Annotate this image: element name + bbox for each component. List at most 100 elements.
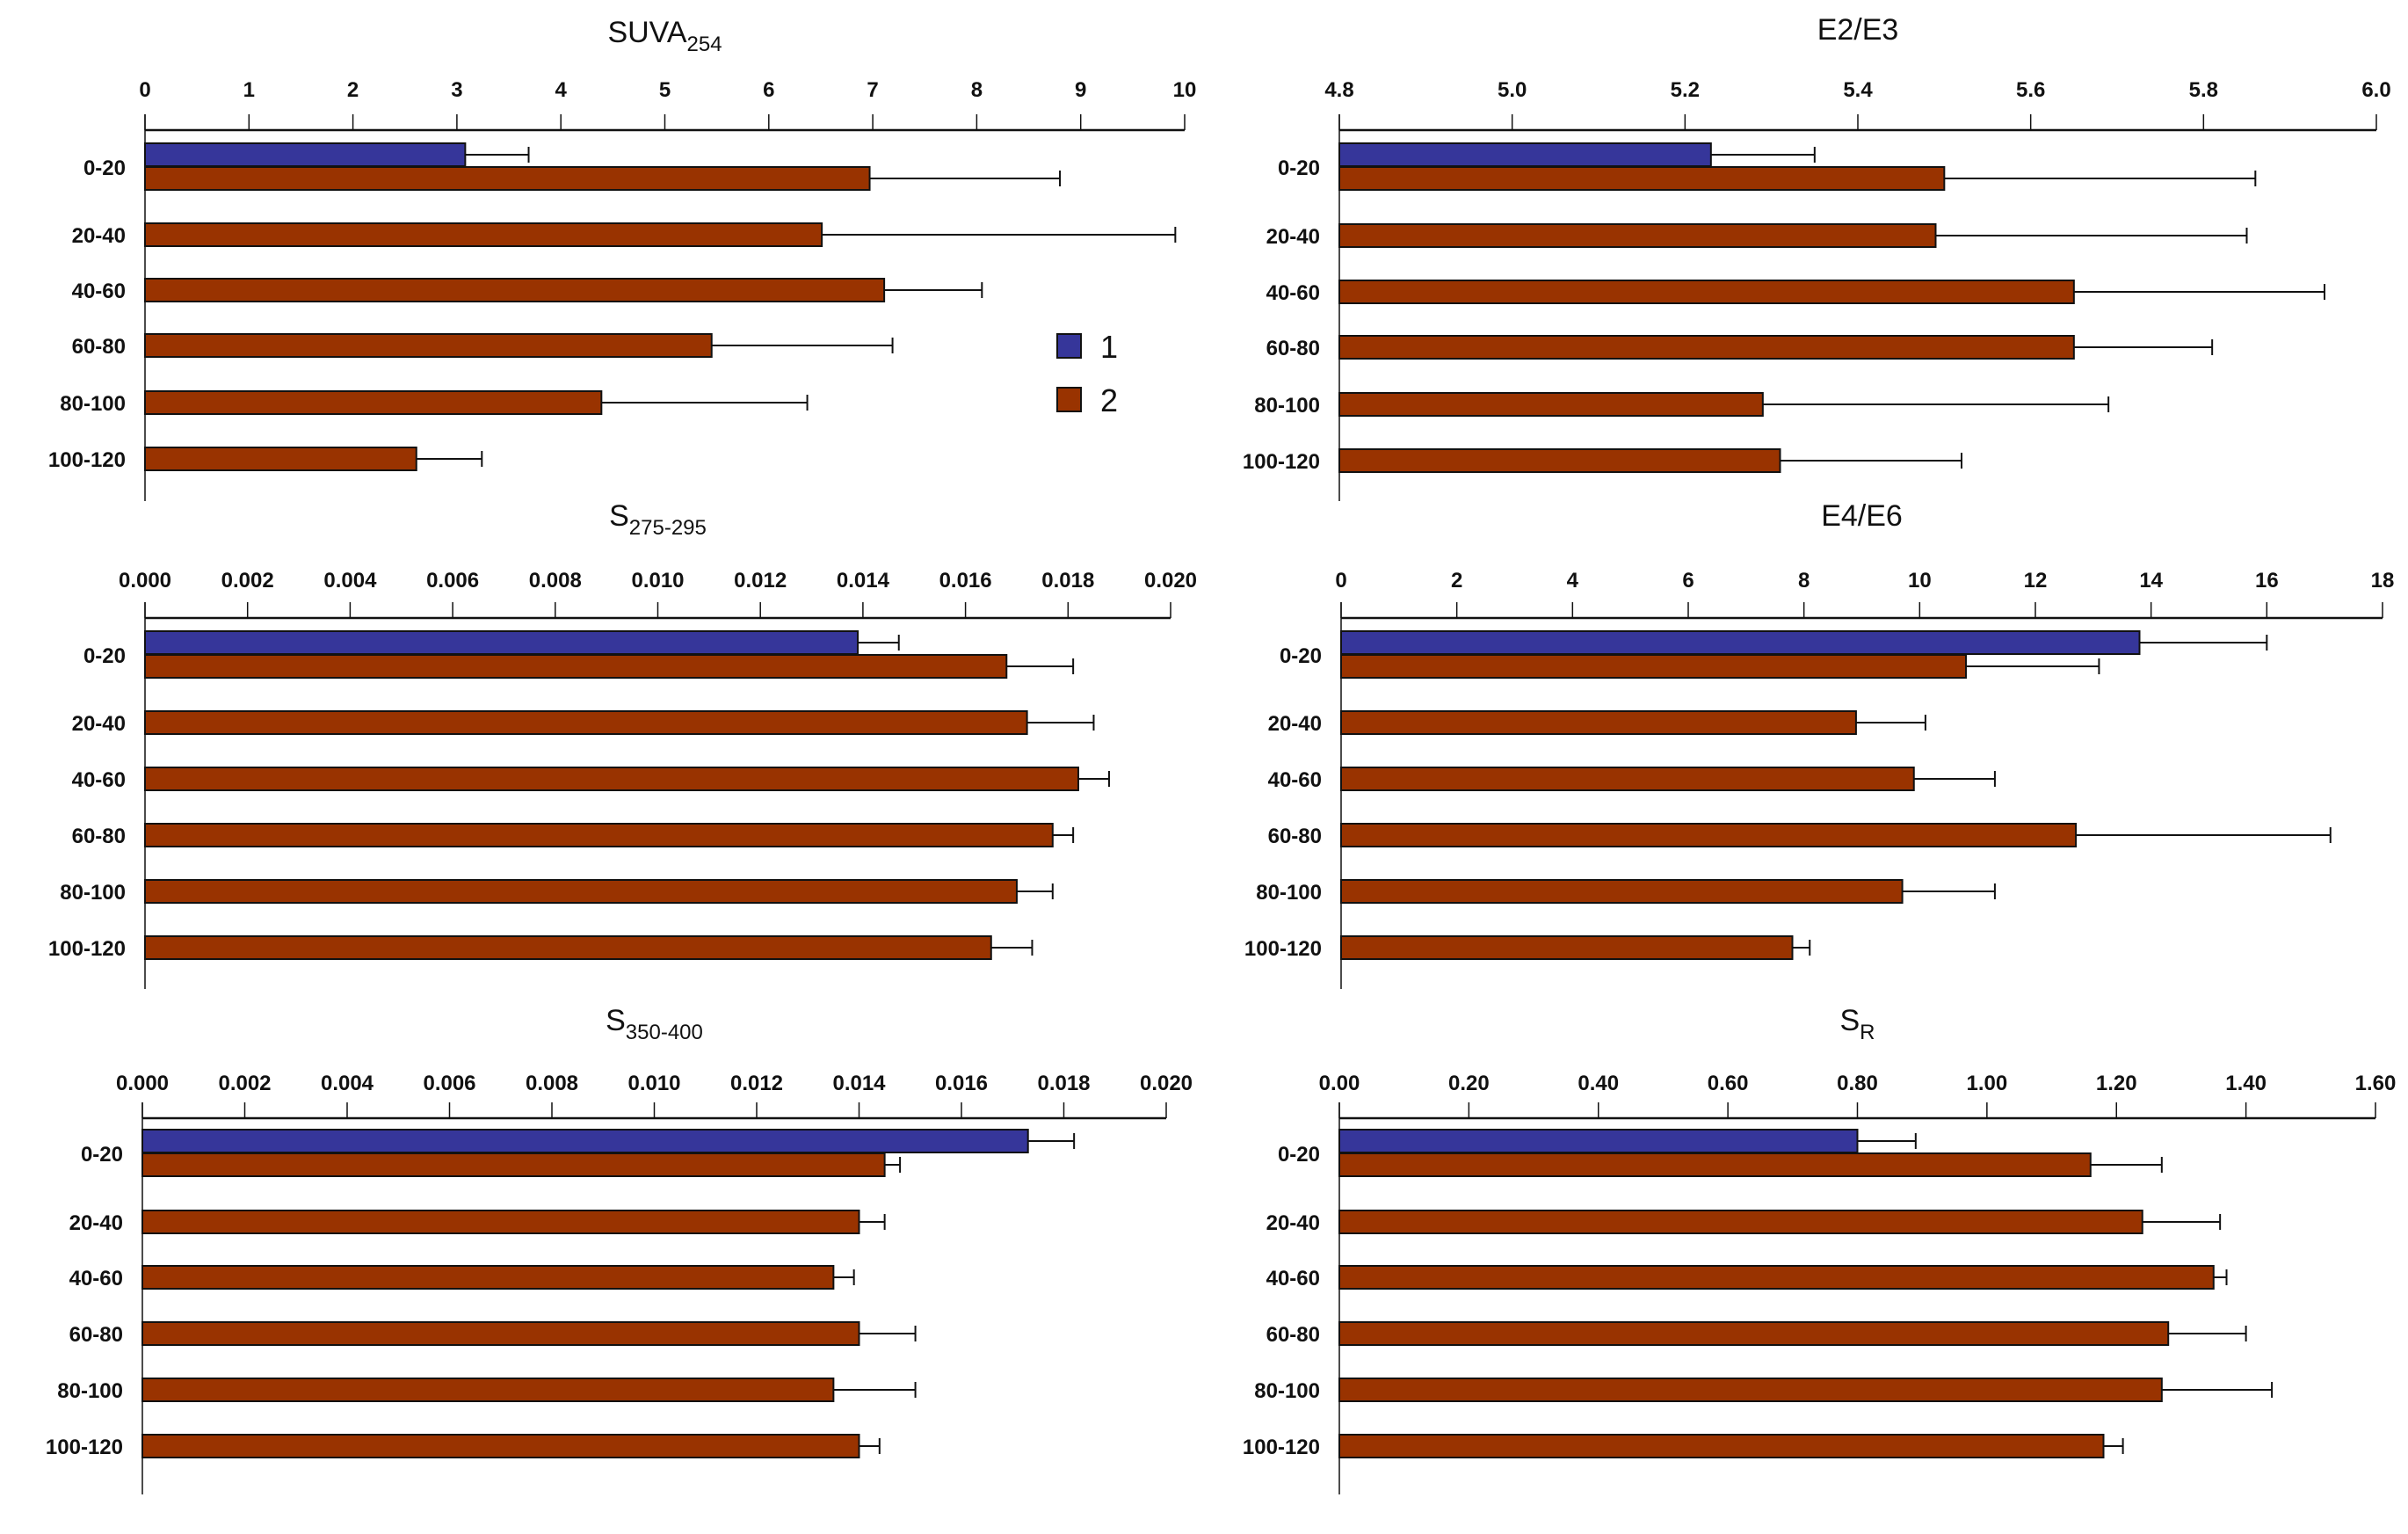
bar-series-2 <box>1338 1210 2143 1234</box>
x-tick-label: 5.6 <box>2016 78 2045 102</box>
y-category-label: 20-40 <box>1266 1211 1320 1235</box>
bar-series-2 <box>1338 1321 2170 1346</box>
x-tick-label: 0 <box>139 78 150 102</box>
y-category-label: 0-20 <box>83 156 126 180</box>
y-category-label: 40-60 <box>72 768 126 792</box>
bar-series-2 <box>144 447 417 471</box>
x-tick-label: 5.2 <box>1671 78 1700 102</box>
y-category-label: 100-120 <box>48 937 126 961</box>
x-tick-label: 0.016 <box>935 1072 988 1095</box>
legend-swatch-1 <box>1056 333 1082 359</box>
chart-title: S275-295 <box>609 499 707 540</box>
bar-series-2 <box>141 1265 835 1290</box>
bar-series-2 <box>144 710 1028 735</box>
chart-title-main: E2/E3 <box>1817 13 1899 47</box>
bar-series-2 <box>1338 1152 2092 1177</box>
chart-title: SR <box>1839 1004 1875 1044</box>
y-category-label: 80-100 <box>1254 1379 1320 1403</box>
x-tick-label: 5.8 <box>2189 78 2218 102</box>
y-category-label: 0-20 <box>1278 156 1320 180</box>
y-category-label: 20-40 <box>1268 712 1322 736</box>
y-category-label: 0-20 <box>1280 644 1322 668</box>
x-tick-label: 0.006 <box>423 1072 475 1095</box>
chart-title-subscript: 275-295 <box>629 516 707 540</box>
x-tick-label: 0.40 <box>1578 1072 1619 1095</box>
x-tick-label: 0.018 <box>1037 1072 1090 1095</box>
y-category-label: 100-120 <box>1243 450 1320 474</box>
bar-series-2 <box>141 1152 886 1177</box>
chart-panel-5: S350-400 0.000 0.002 0.004 0.006 0.008 0.010 0.… <box>46 1004 1193 1494</box>
legend: 1 2 <box>1056 329 1118 418</box>
bar-series-2 <box>144 935 992 960</box>
x-tick-label: 0.014 <box>837 569 890 593</box>
y-category-label: 100-120 <box>1244 937 1322 961</box>
chart-panel-3: S275-295 0.000 0.002 0.004 0.006 0.008 0.010 0.… <box>48 499 1197 989</box>
x-tick-label: 8 <box>1798 569 1810 593</box>
y-category-label: 40-60 <box>1266 281 1320 305</box>
x-tick-label: 1.20 <box>2096 1072 2137 1095</box>
y-category-label: 100-120 <box>46 1436 123 1459</box>
x-tick-label: 1.40 <box>2225 1072 2267 1095</box>
y-category-label: 0-20 <box>1278 1143 1320 1167</box>
x-tick-label: 0.006 <box>426 569 479 593</box>
y-category-label: 60-80 <box>72 335 126 359</box>
bar-series-2 <box>1340 823 2078 847</box>
legend-label-2: 2 <box>1100 382 1118 418</box>
x-tick-label: 2 <box>347 78 359 102</box>
chart-title-main: E4/E6 <box>1821 499 1903 533</box>
x-tick-label: 8 <box>971 78 983 102</box>
bar-series-2 <box>1338 448 1781 473</box>
x-tick-label: 3 <box>451 78 462 102</box>
bar-series-2 <box>1338 280 2075 304</box>
bar-series-2 <box>144 278 886 302</box>
x-tick-label: 0.008 <box>529 569 582 593</box>
x-tick-label: 0.020 <box>1140 1072 1193 1095</box>
x-tick-label: 0.004 <box>323 569 377 593</box>
bar-series-2 <box>1338 223 1937 248</box>
x-tick-label: 0.010 <box>631 569 684 593</box>
y-category-label: 0-20 <box>81 1143 123 1167</box>
x-tick-label: 0.00 <box>1319 1072 1360 1095</box>
chart-title: SUVA254 <box>607 16 722 56</box>
bar-series-2 <box>144 390 603 415</box>
chart-title-main: SUVA <box>607 16 686 49</box>
y-category-label: 100-120 <box>1243 1436 1320 1459</box>
y-category-label: 80-100 <box>1254 394 1320 418</box>
x-tick-label: 1.60 <box>2355 1072 2397 1095</box>
y-category-label: 40-60 <box>1266 1267 1320 1290</box>
y-category-label: 20-40 <box>69 1211 123 1235</box>
x-tick-label: 1 <box>243 78 255 102</box>
x-tick-label: 16 <box>2255 569 2279 593</box>
x-tick-label: 4.8 <box>1324 78 1353 102</box>
y-category-label: 80-100 <box>57 1379 123 1403</box>
bar-series-2 <box>141 1434 860 1458</box>
bar-series-1 <box>144 630 859 655</box>
y-category-label: 40-60 <box>69 1267 123 1290</box>
x-tick-label: 5.0 <box>1498 78 1527 102</box>
y-category-label: 20-40 <box>72 224 126 248</box>
chart-title-subscript: R <box>1860 1021 1875 1044</box>
bar-series-2 <box>1340 935 1794 960</box>
bar-series-1 <box>1340 630 2141 655</box>
x-tick-label: 7 <box>867 78 878 102</box>
x-tick-label: 0.60 <box>1708 1072 1749 1095</box>
bar-series-2 <box>144 767 1079 791</box>
x-tick-label: 18 <box>2371 569 2395 593</box>
x-tick-label: 0.014 <box>832 1072 886 1095</box>
y-category-label: 60-80 <box>72 825 126 848</box>
y-category-label: 40-60 <box>72 280 126 303</box>
bar-series-2 <box>1338 1265 2215 1290</box>
y-category-label: 80-100 <box>1256 881 1322 905</box>
x-tick-label: 12 <box>2024 569 2048 593</box>
chart-panel-4: E4/E6 0 2 4 6 8 10 12 14 16 18 0-20 20-40 40-60 60-80 8… <box>1244 499 2394 989</box>
x-tick-label: 0.008 <box>526 1072 578 1095</box>
y-category-label: 80-100 <box>60 392 126 416</box>
bar-series-2 <box>1338 392 1764 417</box>
bar-series-2 <box>1340 767 1915 791</box>
x-tick-label: 6.0 <box>2361 78 2390 102</box>
y-category-label: 60-80 <box>69 1323 123 1347</box>
y-category-label: 100-120 <box>48 448 126 472</box>
bar-series-2 <box>1338 1434 2105 1458</box>
y-category-label: 20-40 <box>1266 225 1320 249</box>
